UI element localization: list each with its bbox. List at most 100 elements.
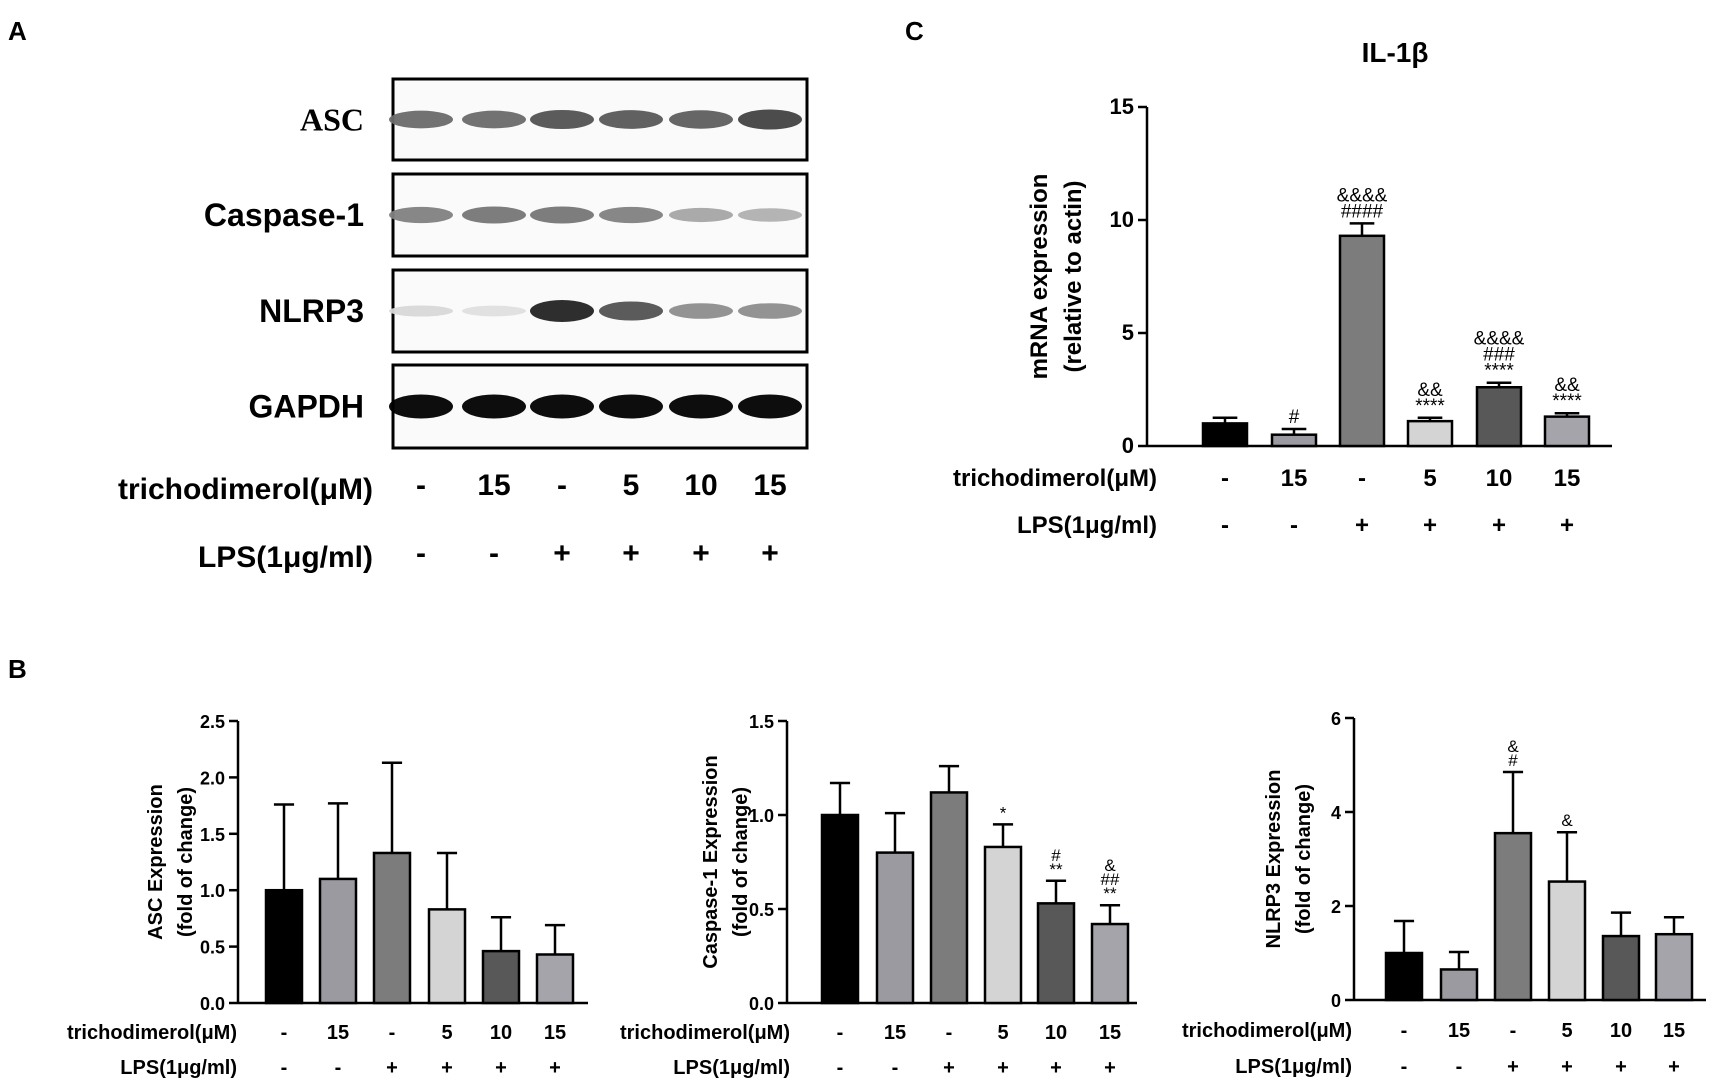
bar [1384, 951, 1424, 1002]
lps-value: + [1668, 1056, 1680, 1078]
blot-lps-value: + [692, 537, 710, 570]
trichodimerol-value: 5 [441, 1022, 452, 1044]
panel-label-c: C [905, 16, 924, 46]
blot-lps-value: + [622, 537, 640, 570]
bar [318, 877, 358, 1005]
y-tick-label: 2.0 [200, 768, 225, 788]
lps-value: + [1507, 1056, 1519, 1078]
bar [1601, 934, 1641, 1002]
bar [481, 949, 521, 1005]
panel-label-b: B [8, 654, 27, 684]
y-tick-label: 2 [1331, 897, 1341, 917]
blot-trichodimerol-value: 15 [753, 469, 786, 502]
significance-mark: #### [1341, 201, 1384, 222]
blot-band [738, 109, 802, 130]
bar-group: &# [1493, 737, 1533, 1002]
blot-band [599, 110, 663, 129]
lps-value: + [943, 1057, 955, 1079]
blot-row-caspase-1: Caspase-1 [204, 172, 809, 258]
bar-group [427, 851, 467, 1005]
bar-group: * [983, 803, 1023, 1005]
blot-row-asc: ASC [300, 77, 809, 162]
bar [1090, 922, 1130, 1005]
lps-value: - [1401, 1056, 1408, 1078]
lps-value: + [997, 1057, 1009, 1079]
y-tick-label: 10 [1110, 207, 1134, 232]
bar-group [820, 781, 860, 1005]
il1b-mrna-chart: 0 5 10 15 mRNA expression (relative to actin)… [953, 37, 1612, 539]
blot-label-nlrp3: NLRP3 [259, 293, 364, 329]
trichodimerol-value: 10 [490, 1022, 512, 1044]
trichodimerol-label: trichodimerol(μM) [953, 465, 1157, 492]
trichodimerol-value: 15 [327, 1022, 349, 1044]
blot-band [389, 206, 453, 224]
significance-mark: &&&& [1337, 185, 1388, 206]
bar-group [875, 811, 915, 1005]
bar-group [264, 803, 304, 1005]
significance-mark: && [1417, 380, 1443, 401]
bar [1439, 968, 1479, 1002]
significance-mark: &&&& [1474, 329, 1525, 350]
blot-band [530, 300, 594, 322]
lps-value: + [549, 1057, 561, 1079]
trichodimerol-value: - [837, 1022, 844, 1044]
lps-value: - [1221, 512, 1229, 539]
blot-label-asc: ASC [300, 102, 364, 138]
significance-mark: * [1000, 803, 1007, 822]
significance-mark: & [1507, 737, 1519, 756]
bar-group [1601, 911, 1641, 1002]
bar [372, 851, 412, 1005]
trichodimerol-label: trichodimerol(μM) [67, 1022, 237, 1044]
lps-value: + [1615, 1056, 1627, 1078]
bar-group [318, 802, 358, 1005]
bar [1543, 415, 1591, 448]
significance-mark: && [1554, 375, 1580, 396]
significance-mark: ### [1483, 345, 1515, 366]
y-tick-label: 15 [1110, 94, 1134, 119]
lps-value: + [1560, 512, 1574, 539]
lps-value: + [1561, 1056, 1573, 1078]
chart-title: IL-1β [1362, 37, 1429, 68]
bar-group: &&&&###**** [1474, 329, 1525, 448]
blot-band [530, 394, 594, 419]
bar-group: &&**** [1543, 375, 1591, 448]
blot-band [389, 394, 453, 419]
bar [820, 813, 860, 1005]
bar [1201, 422, 1249, 448]
y-tick-label: 0 [1122, 433, 1134, 458]
y-tick-label: 6 [1331, 709, 1341, 729]
bar-group [1201, 416, 1249, 448]
blot-band [669, 110, 733, 129]
y-axis-title: ASC Expression [145, 784, 167, 940]
significance-mark: # [1508, 751, 1518, 770]
blot-lps-label: LPS(1μg/ml) [198, 541, 373, 574]
trichodimerol-value: 15 [1281, 465, 1308, 492]
trichodimerol-value: 15 [1554, 465, 1581, 492]
y-axis-title: mRNA expression [1026, 174, 1053, 380]
y-axis-subtitle: (fold of change) [1293, 784, 1315, 934]
trichodimerol-value: - [1221, 465, 1229, 492]
bar-group [1439, 950, 1479, 1002]
y-tick-label: 0.5 [749, 900, 774, 920]
y-axis-title: Caspase-1 Expression [700, 755, 722, 968]
blot-band [462, 305, 526, 317]
lps-value: - [1290, 512, 1298, 539]
trichodimerol-value: 5 [997, 1022, 1008, 1044]
significance-mark: ** [1049, 860, 1063, 879]
lps-value: + [1423, 512, 1437, 539]
blot-trichodimerol-value: 5 [623, 469, 640, 502]
significance-mark: **** [1552, 391, 1582, 412]
asc-expression-chart: 0.0 0.5 1.0 1.5 2.0 2.5 ASC Expression (fold of… [67, 712, 588, 1079]
bar [1654, 932, 1694, 1002]
y-tick-label: 0 [1331, 991, 1341, 1011]
lps-value: + [386, 1057, 398, 1079]
y-axis-title: NLRP3 Expression [1263, 770, 1285, 949]
blot-trichodimerol-value: - [416, 469, 426, 502]
trichodimerol-value: 15 [544, 1022, 566, 1044]
bar-group: # [1270, 407, 1318, 448]
trichodimerol-value: 15 [884, 1022, 906, 1044]
bar [535, 953, 575, 1005]
bar-group: &##** [1090, 856, 1130, 1005]
